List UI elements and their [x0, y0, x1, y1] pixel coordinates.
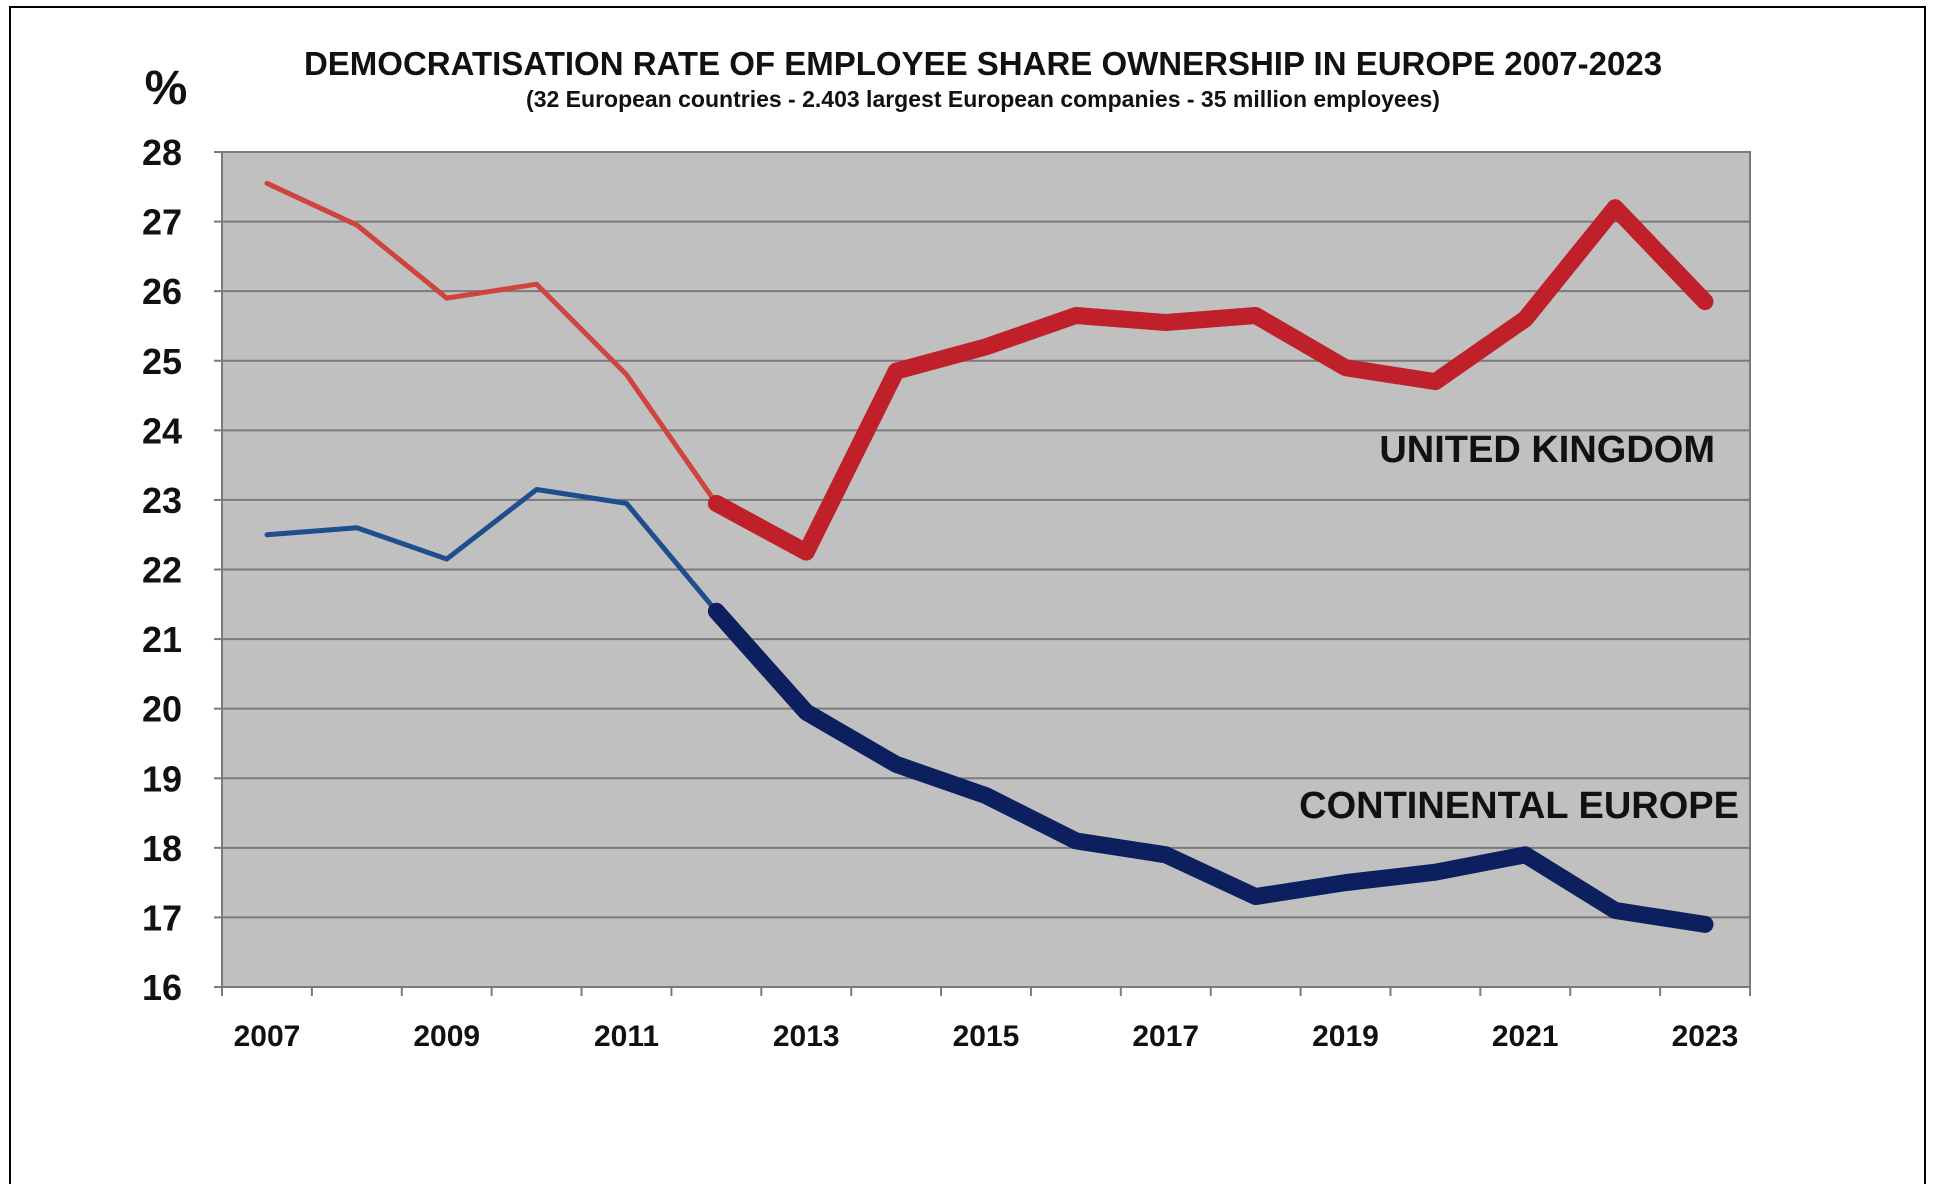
- data-point: [1254, 314, 1257, 317]
- y-tick-label: 22: [142, 550, 182, 591]
- chart-subtitle: (32 European countries - 2.403 largest E…: [526, 86, 1440, 112]
- y-tick-label: 23: [142, 480, 182, 521]
- y-tick-label: 26: [142, 271, 182, 312]
- y-tick-label: 24: [142, 410, 182, 451]
- data-point: [1254, 895, 1257, 898]
- data-point: [805, 711, 808, 714]
- data-point: [266, 533, 268, 536]
- data-point: [1074, 839, 1077, 842]
- data-point: [355, 526, 358, 529]
- series-labels: UNITED KINGDOM CONTINENTAL EUROPE: [1299, 429, 1739, 827]
- y-axis-ticks: 16 17 18 19 20 21 22 23 24 25 26 27 28: [142, 132, 222, 1008]
- y-axis-label: %: [145, 62, 188, 115]
- data-point: [1614, 206, 1617, 209]
- x-tick-label: 2015: [953, 1020, 1020, 1053]
- y-tick-label: 20: [142, 689, 182, 730]
- chart-title: DEMOCRATISATION RATE OF EMPLOYEE SHARE O…: [304, 45, 1662, 82]
- series-label: UNITED KINGDOM: [1379, 429, 1715, 471]
- data-point: [355, 224, 358, 227]
- data-point: [985, 794, 987, 797]
- y-tick-label: 28: [142, 132, 182, 173]
- data-point: [1434, 380, 1437, 383]
- data-point: [445, 297, 448, 300]
- x-tick-label: 2017: [1132, 1020, 1199, 1053]
- data-point: [715, 502, 718, 505]
- data-point: [895, 763, 898, 766]
- series-lines: [264, 180, 1714, 933]
- x-tick-label: 2021: [1492, 1020, 1559, 1053]
- x-tick-label: 2009: [413, 1020, 480, 1053]
- x-axis-ticks: 2007 2009 2011 2013 2015 2017 2019 2021 2023: [221, 987, 1751, 1053]
- data-point: [985, 345, 987, 348]
- series-line-thick-0: [707, 199, 1714, 561]
- chart-frame: [9, 6, 1926, 1184]
- data-point: [1434, 871, 1437, 874]
- data-point: [895, 370, 898, 373]
- series-line-thin-0: [264, 180, 719, 506]
- data-point: [1164, 321, 1167, 324]
- grid-lines: [222, 220, 1750, 919]
- series-line-thin-1: [264, 486, 719, 614]
- data-point: [1524, 853, 1527, 856]
- x-tick-label: 2007: [234, 1020, 301, 1053]
- data-point: [625, 373, 628, 376]
- x-tick-label: 2023: [1672, 1020, 1739, 1053]
- data-point: [715, 610, 718, 613]
- x-tick-label: 2013: [773, 1020, 840, 1053]
- series-line-thick-1: [707, 602, 1714, 933]
- y-tick-label: 19: [142, 758, 182, 799]
- y-tick-label: 21: [142, 619, 182, 660]
- data-point: [1704, 300, 1706, 303]
- data-point: [1074, 314, 1077, 317]
- y-tick-label: 16: [142, 967, 182, 1008]
- y-tick-label: 17: [142, 897, 182, 938]
- y-tick-label: 27: [142, 202, 182, 243]
- data-point: [1344, 366, 1347, 369]
- y-tick-label: 18: [142, 828, 182, 869]
- x-tick-label: 2019: [1312, 1020, 1379, 1053]
- data-point: [445, 558, 448, 561]
- data-point: [1524, 318, 1527, 320]
- data-point: [535, 488, 538, 491]
- y-tick-label: 25: [142, 341, 182, 382]
- x-tick-label: 2011: [594, 1020, 659, 1053]
- data-point: [1344, 881, 1347, 884]
- data-point: [625, 502, 628, 505]
- data-point: [1614, 909, 1617, 912]
- data-point: [535, 283, 538, 286]
- data-point: [266, 182, 268, 185]
- data-point: [805, 551, 808, 554]
- series-label: CONTINENTAL EUROPE: [1299, 785, 1739, 827]
- data-point: [1164, 853, 1167, 856]
- data-point: [1704, 923, 1706, 926]
